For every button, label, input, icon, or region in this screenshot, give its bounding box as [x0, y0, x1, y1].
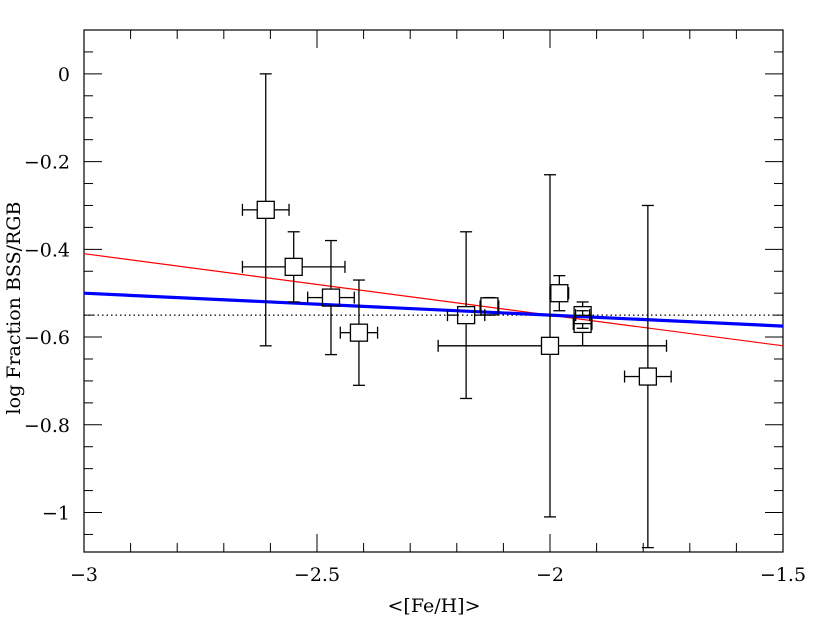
data-point [437, 174, 668, 518]
data-point [241, 73, 290, 347]
data-point [339, 279, 379, 386]
y-tick-label: −0.4 [24, 239, 70, 261]
x-tick-label: −2.5 [294, 564, 340, 586]
data-point [623, 204, 672, 549]
square-marker [321, 288, 341, 307]
data-point [241, 231, 346, 303]
y-tick-label: −1 [42, 503, 70, 525]
line-solid-thin [83, 253, 784, 347]
square-marker [284, 257, 303, 277]
y-tick-label: −0.6 [24, 327, 70, 349]
y-axis-label: log Fraction BSS/RGB [3, 202, 25, 415]
y-tick-label: 0 [58, 64, 70, 86]
x-tick-label: −2 [536, 564, 564, 586]
axis-ticks [83, 29, 784, 552]
data-point [307, 239, 355, 356]
data-points [241, 73, 672, 549]
square-marker [540, 336, 560, 355]
y-tick-label: −0.2 [24, 152, 70, 174]
fit-lines [83, 253, 784, 347]
square-marker [573, 305, 592, 325]
x-tick-label: −1.5 [760, 564, 806, 586]
plot-frame [83, 29, 784, 553]
square-marker [550, 284, 569, 303]
line-solid-thick [83, 291, 784, 328]
square-marker [638, 367, 658, 386]
square-marker [256, 200, 275, 219]
y-tick-label: −0.8 [24, 415, 70, 437]
square-marker [480, 297, 499, 316]
data-point [573, 301, 592, 329]
tick-labels: −3 −2.5 −2 −1.5 0 −0.2 −0.4 −0.6 −0.8 −1 [24, 64, 806, 586]
square-marker [456, 305, 476, 325]
x-axis-label: <[Fe/H]> [387, 595, 480, 617]
data-point [479, 296, 500, 316]
x-tick-label: −3 [70, 564, 98, 586]
data-point [549, 274, 570, 312]
square-marker [349, 323, 369, 342]
data-point [446, 231, 486, 400]
plot-area [83, 29, 784, 553]
